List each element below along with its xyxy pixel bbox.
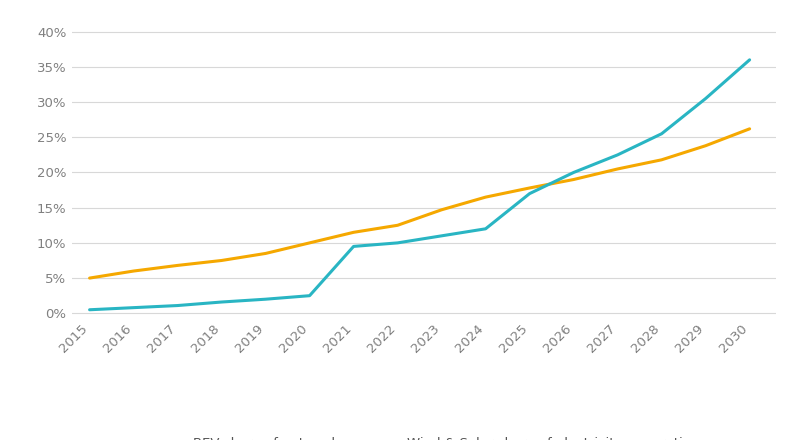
Wind & Solar share of electricity generation xyxy=(657,157,666,162)
Wind & Solar share of electricity generation xyxy=(481,194,490,200)
Wind & Solar share of electricity generation xyxy=(437,207,446,213)
Wind & Solar share of electricity generation xyxy=(393,223,402,228)
BEV share of auto sales xyxy=(745,57,754,62)
BEV share of auto sales xyxy=(613,152,622,158)
Wind & Solar share of electricity generation xyxy=(217,258,226,263)
BEV share of auto sales xyxy=(569,170,578,175)
Legend: BEV share of auto sales, Wind & Solar share of electricity generation: BEV share of auto sales, Wind & Solar sh… xyxy=(149,437,699,440)
Wind & Solar share of electricity generation xyxy=(349,230,358,235)
Wind & Solar share of electricity generation xyxy=(613,166,622,172)
Wind & Solar share of electricity generation xyxy=(129,268,138,274)
BEV share of auto sales xyxy=(217,299,226,304)
BEV share of auto sales xyxy=(393,240,402,246)
BEV share of auto sales xyxy=(525,191,534,196)
BEV share of auto sales xyxy=(349,244,358,249)
BEV share of auto sales xyxy=(305,293,314,298)
Wind & Solar share of electricity generation xyxy=(701,143,710,148)
BEV share of auto sales xyxy=(129,305,138,310)
Wind & Solar share of electricity generation xyxy=(85,275,94,281)
BEV share of auto sales xyxy=(701,96,710,101)
BEV share of auto sales xyxy=(173,303,182,308)
BEV share of auto sales xyxy=(657,131,666,136)
Wind & Solar share of electricity generation xyxy=(173,263,182,268)
Wind & Solar share of electricity generation xyxy=(525,185,534,191)
Wind & Solar share of electricity generation xyxy=(261,251,270,256)
Wind & Solar share of electricity generation xyxy=(569,177,578,182)
BEV share of auto sales xyxy=(85,307,94,312)
Line: Wind & Solar share of electricity generation: Wind & Solar share of electricity genera… xyxy=(90,129,750,278)
Wind & Solar share of electricity generation xyxy=(305,240,314,246)
BEV share of auto sales xyxy=(437,233,446,238)
BEV share of auto sales xyxy=(481,226,490,231)
BEV share of auto sales xyxy=(261,297,270,302)
Line: BEV share of auto sales: BEV share of auto sales xyxy=(90,60,750,310)
Wind & Solar share of electricity generation xyxy=(745,126,754,132)
